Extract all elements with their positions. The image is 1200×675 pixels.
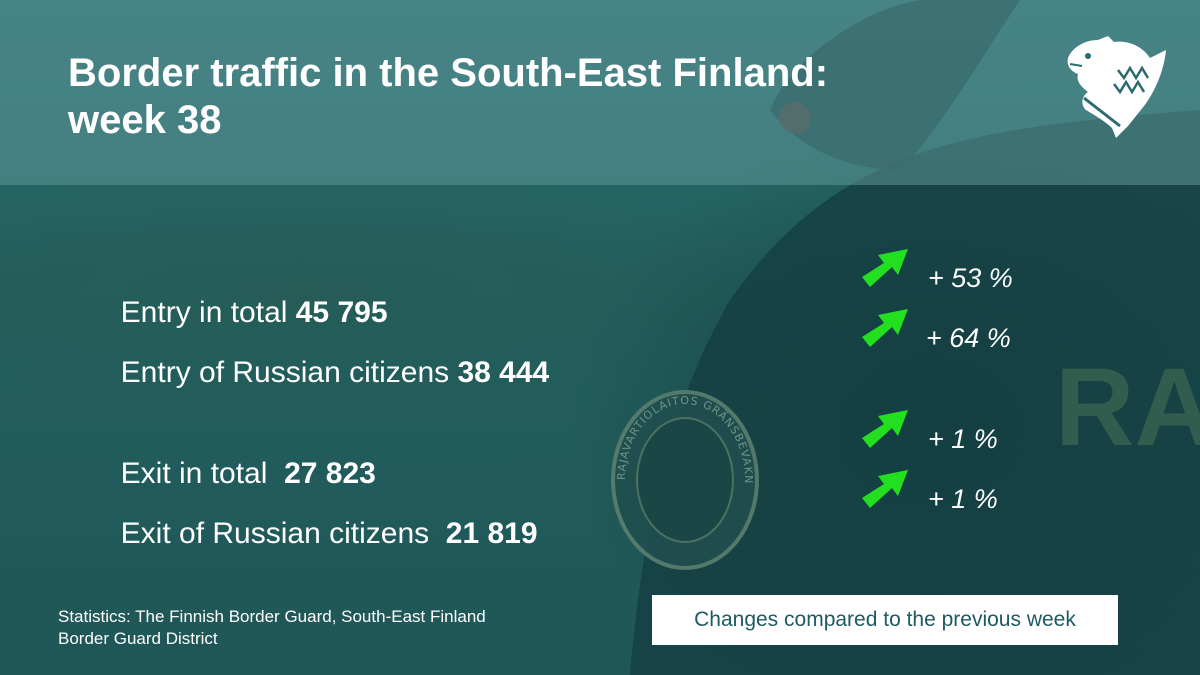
exit-russian-row: Exit of Russian citizens 21 819 <box>104 480 538 552</box>
title-band <box>0 0 1200 185</box>
entry-russian-row: Entry of Russian citizens 38 444 <box>104 319 550 391</box>
row-value: 27 823 <box>284 457 376 490</box>
row-label: Entry in total <box>120 296 296 329</box>
exit-russian-change: + 1 % <box>928 484 998 514</box>
row-label: Exit in total <box>120 457 285 490</box>
entry-russian-change: + 64 % <box>926 323 1011 353</box>
title-line-1: Border traffic in the South-East Finland… <box>68 51 829 95</box>
row-label: Entry of Russian citizens <box>120 356 458 389</box>
page-title: Border traffic in the South-East Finland… <box>68 50 968 144</box>
exit-total-change: + 1 % <box>928 424 998 454</box>
arrow-up-right-icon <box>862 410 908 448</box>
source-line-1: Statistics: The Finnish Border Guard, So… <box>58 607 486 626</box>
arrow-up-right-icon <box>862 470 908 508</box>
source-line-2: Border Guard District <box>58 629 218 648</box>
row-label: Exit of Russian citizens <box>120 517 446 550</box>
back-lettering: RA <box>1055 346 1200 469</box>
comparison-note-text: Changes compared to the previous week <box>694 608 1076 631</box>
row-value: 45 795 <box>295 296 388 329</box>
arrow-up-right-icon <box>862 249 908 287</box>
border-guard-bear-logo <box>1067 36 1166 138</box>
row-value: 38 444 <box>457 356 550 389</box>
source-note: Statistics: The Finnish Border Guard, So… <box>58 606 578 650</box>
entry-total-change: + 53 % <box>928 263 1013 293</box>
comparison-note: Changes compared to the previous week <box>652 595 1118 645</box>
entry-total-row: Entry in total 45 795 <box>104 259 388 331</box>
row-value: 21 819 <box>445 517 538 550</box>
title-line-2: week 38 <box>68 98 222 142</box>
arrow-up-right-icon <box>862 309 908 347</box>
exit-total-row: Exit in total 27 823 <box>104 420 376 492</box>
